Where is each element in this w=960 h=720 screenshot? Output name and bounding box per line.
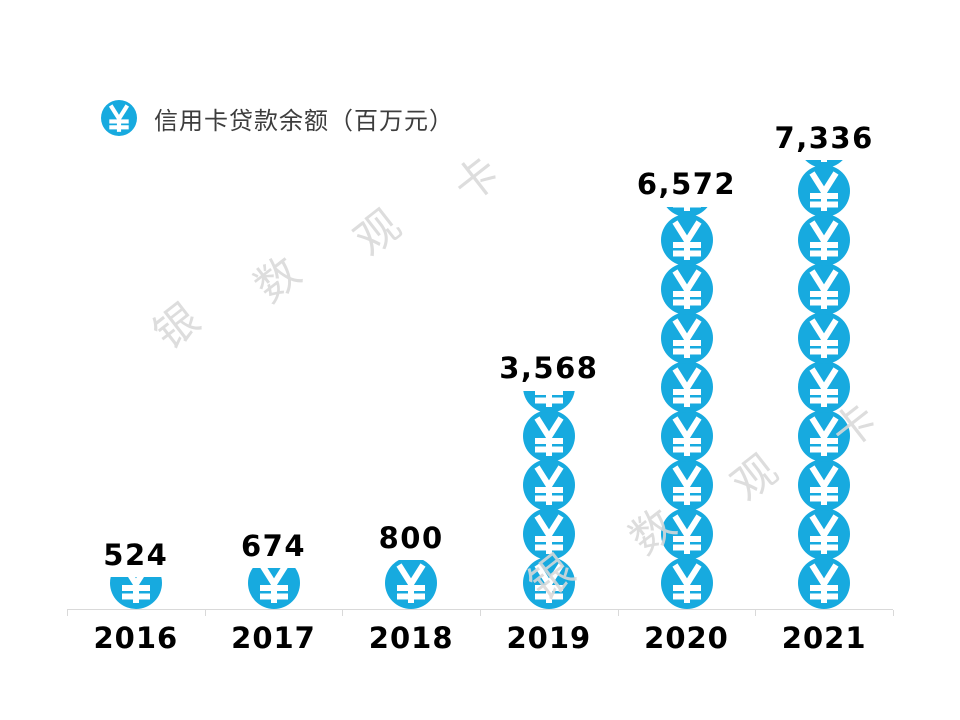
x-axis-line <box>67 609 893 610</box>
x-axis-label: 2017 <box>231 621 316 655</box>
yuan-coin-icon <box>385 560 438 609</box>
watermark-char: 数 <box>245 247 311 313</box>
watermark-char: 银 <box>144 294 210 360</box>
yuan-coin-icon <box>798 459 851 511</box>
chart-legend: 信用卡贷款余额（百万元） <box>101 100 454 136</box>
yuan-coin-icon <box>109 576 162 609</box>
axis-tick <box>755 610 757 616</box>
value-label: 6,572 <box>636 167 737 202</box>
x-axis-label: 2021 <box>781 621 867 655</box>
yuan-coin-icon <box>522 410 575 462</box>
yuan-coin-icon <box>660 214 713 266</box>
yuan-coin-icon <box>805 159 844 168</box>
pictogram-bar-2018 <box>385 560 438 609</box>
watermark-char: 观 <box>345 200 411 266</box>
pictogram-bar-2016 <box>109 576 162 609</box>
x-axis-label: 2020 <box>644 621 729 655</box>
yuan-coin-icon <box>660 410 713 462</box>
yuan-coin-icon <box>665 206 708 217</box>
yuan-coin-icon <box>101 100 137 136</box>
pictogram-bar-2017 <box>247 567 300 609</box>
yuan-coin-icon <box>522 459 575 511</box>
yuan-coin-icon <box>523 390 575 413</box>
axis-tick <box>617 610 619 616</box>
yuan-coin-icon <box>798 214 851 266</box>
watermark-char: 卡 <box>444 147 510 213</box>
yuan-coin-icon <box>798 312 851 364</box>
value-label: 7,336 <box>774 120 874 155</box>
value-label: 3,568 <box>499 351 599 386</box>
axis-tick <box>480 610 481 616</box>
x-axis-label: 2018 <box>368 621 454 655</box>
yuan-coin-icon <box>522 508 575 560</box>
yuan-coin-icon <box>798 410 851 462</box>
pictogram-bar-2019 <box>522 390 575 609</box>
yuan-coin-icon <box>798 508 851 560</box>
yuan-coin-icon <box>660 312 713 364</box>
value-label: 524 <box>103 537 169 572</box>
axis-tick <box>67 610 68 616</box>
value-label: 674 <box>240 528 307 563</box>
yuan-coin-icon <box>660 508 713 560</box>
watermark-char: 观 <box>722 445 788 511</box>
yuan-coin-icon <box>660 263 713 315</box>
yuan-coin-icon <box>798 361 851 413</box>
yuan-coin-icon <box>660 459 713 511</box>
yuan-coin-icon <box>798 263 851 315</box>
yuan-coin-icon <box>247 567 300 609</box>
axis-tick <box>893 610 894 616</box>
yuan-coin-icon <box>660 557 713 609</box>
pictogram-bar-2020 <box>660 206 713 609</box>
yuan-coin-icon <box>798 557 851 609</box>
axis-tick <box>342 610 344 616</box>
legend-label: 信用卡贷款余额（百万元） <box>154 106 454 135</box>
yuan-coin-icon <box>101 100 137 136</box>
axis-tick <box>204 610 206 616</box>
x-axis-label: 2016 <box>93 621 179 655</box>
yuan-coin-icon <box>660 361 713 413</box>
yuan-coin-icon <box>522 557 575 609</box>
value-label: 800 <box>378 521 444 555</box>
pictogram-bar-2021 <box>798 159 851 609</box>
x-axis-label: 2019 <box>506 621 592 655</box>
yuan-coin-icon <box>798 165 851 217</box>
